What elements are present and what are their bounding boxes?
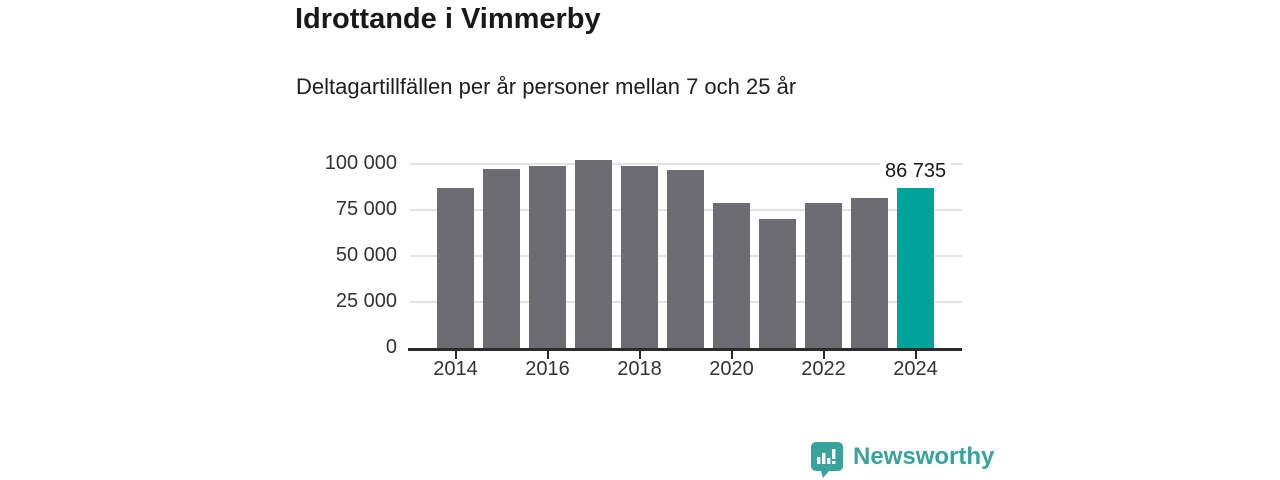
x-axis-tick: [638, 351, 641, 359]
chart-subtitle: Deltagartillfällen per år personer mella…: [296, 74, 797, 99]
x-axis-tick-label: 2020: [709, 358, 754, 380]
bar-2019: [667, 170, 704, 348]
gridline: [410, 163, 962, 165]
bar-chart-plot: [410, 150, 962, 348]
x-axis-tick-label: 2018: [617, 358, 662, 380]
x-axis-tick: [730, 351, 733, 359]
value-annotation: 86 735: [880, 158, 952, 186]
x-axis-tick: [454, 351, 457, 359]
bar-2018: [621, 165, 658, 348]
bar-2022: [805, 203, 842, 348]
bar-2017: [575, 159, 612, 348]
bar-2014: [437, 187, 474, 348]
x-axis-tick: [822, 351, 825, 359]
bar-2021: [759, 219, 796, 348]
x-axis-line: [408, 348, 962, 351]
chart-title: Idrottande i Vimmerby: [295, 3, 601, 35]
bar-2024: [897, 188, 934, 348]
x-axis-tick: [914, 351, 917, 359]
y-axis-tick-label: 50 000: [335, 243, 397, 266]
bar-2016: [529, 166, 566, 348]
brand-name: Newsworthy: [853, 443, 995, 470]
y-axis-tick-label: 75 000: [335, 197, 397, 220]
bar-2015: [483, 168, 520, 348]
newsworthy-logo: Newsworthy: [810, 441, 994, 479]
x-axis-tick: [546, 351, 549, 359]
y-axis-tick-label: 0: [385, 336, 397, 358]
bar-chart-speech-bubble-icon: [811, 442, 843, 478]
x-axis-tick-label: 2024: [893, 358, 938, 380]
x-axis-tick-label: 2014: [433, 358, 478, 380]
bar-2020: [713, 203, 750, 348]
y-axis-tick-label: 25 000: [335, 289, 397, 312]
x-axis-tick-label: 2022: [801, 358, 846, 380]
bar-2023: [851, 197, 888, 348]
x-axis-tick-label: 2016: [525, 358, 570, 380]
y-axis-tick-label: 100 000: [324, 151, 397, 174]
